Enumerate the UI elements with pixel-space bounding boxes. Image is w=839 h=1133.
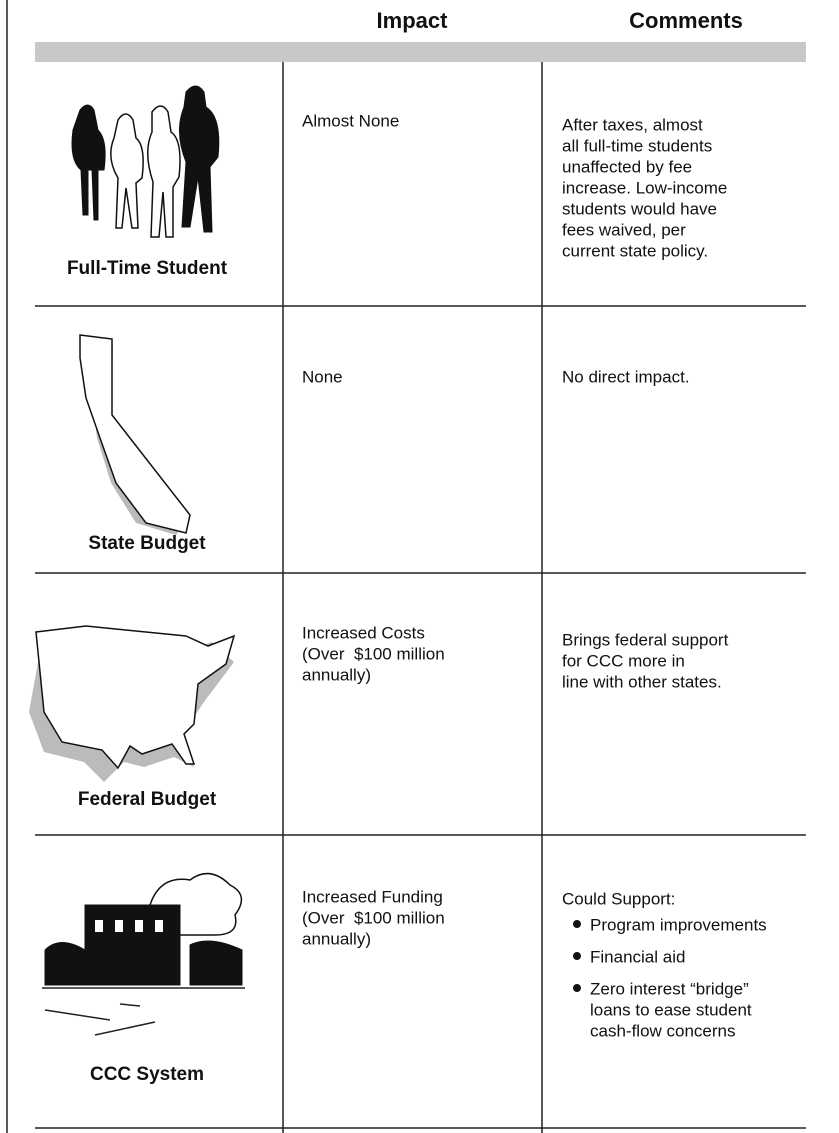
campus-icon	[42, 872, 245, 1036]
usa-icon	[29, 625, 236, 782]
row-label: Full-Time Student	[67, 258, 228, 279]
impact-text: Almost None	[302, 111, 399, 130]
bullet-text: loans to ease student	[590, 1000, 752, 1019]
header-band	[35, 42, 806, 62]
comment-text: increase. Low-income	[562, 178, 727, 197]
comment-text: line with other states.	[562, 672, 722, 691]
impact-text: Increased Funding	[302, 887, 443, 906]
impact-text: (Over $100 million	[302, 908, 445, 927]
comment-text: all full-time students	[562, 136, 712, 155]
comment-text: unaffected by fee	[562, 157, 692, 176]
column-header: Impact	[377, 8, 449, 33]
impact-text: annually)	[302, 929, 371, 948]
row-label: CCC System	[90, 1064, 204, 1085]
comment-text: current state policy.	[562, 241, 708, 260]
bullet	[573, 920, 581, 928]
comment-text: After taxes, almost	[562, 115, 703, 134]
row-label: Federal Budget	[78, 789, 217, 810]
comment-text: fees waived, per	[562, 220, 686, 239]
bullet-text: Financial aid	[590, 947, 685, 966]
impact-text: (Over $100 million	[302, 644, 445, 663]
students-icon	[71, 85, 220, 238]
impact-text: None	[302, 367, 343, 386]
comment-text: No direct impact.	[562, 367, 690, 386]
comment-text: students would have	[562, 199, 717, 218]
impact-text: Increased Costs	[302, 623, 425, 642]
bullet-text: Program improvements	[590, 915, 767, 934]
comment-text: Brings federal support	[562, 630, 729, 649]
bullet-text: Zero interest “bridge”	[590, 979, 749, 998]
comment-text: for CCC more in	[562, 651, 685, 670]
impact-text: annually)	[302, 665, 371, 684]
comment-text: Could Support:	[562, 889, 675, 908]
column-header: Comments	[629, 8, 743, 33]
bullet	[573, 952, 581, 960]
bullet-text: cash-flow concerns	[590, 1021, 736, 1040]
california-icon	[79, 334, 191, 535]
bullet	[573, 984, 581, 992]
row-label: State Budget	[88, 533, 206, 554]
